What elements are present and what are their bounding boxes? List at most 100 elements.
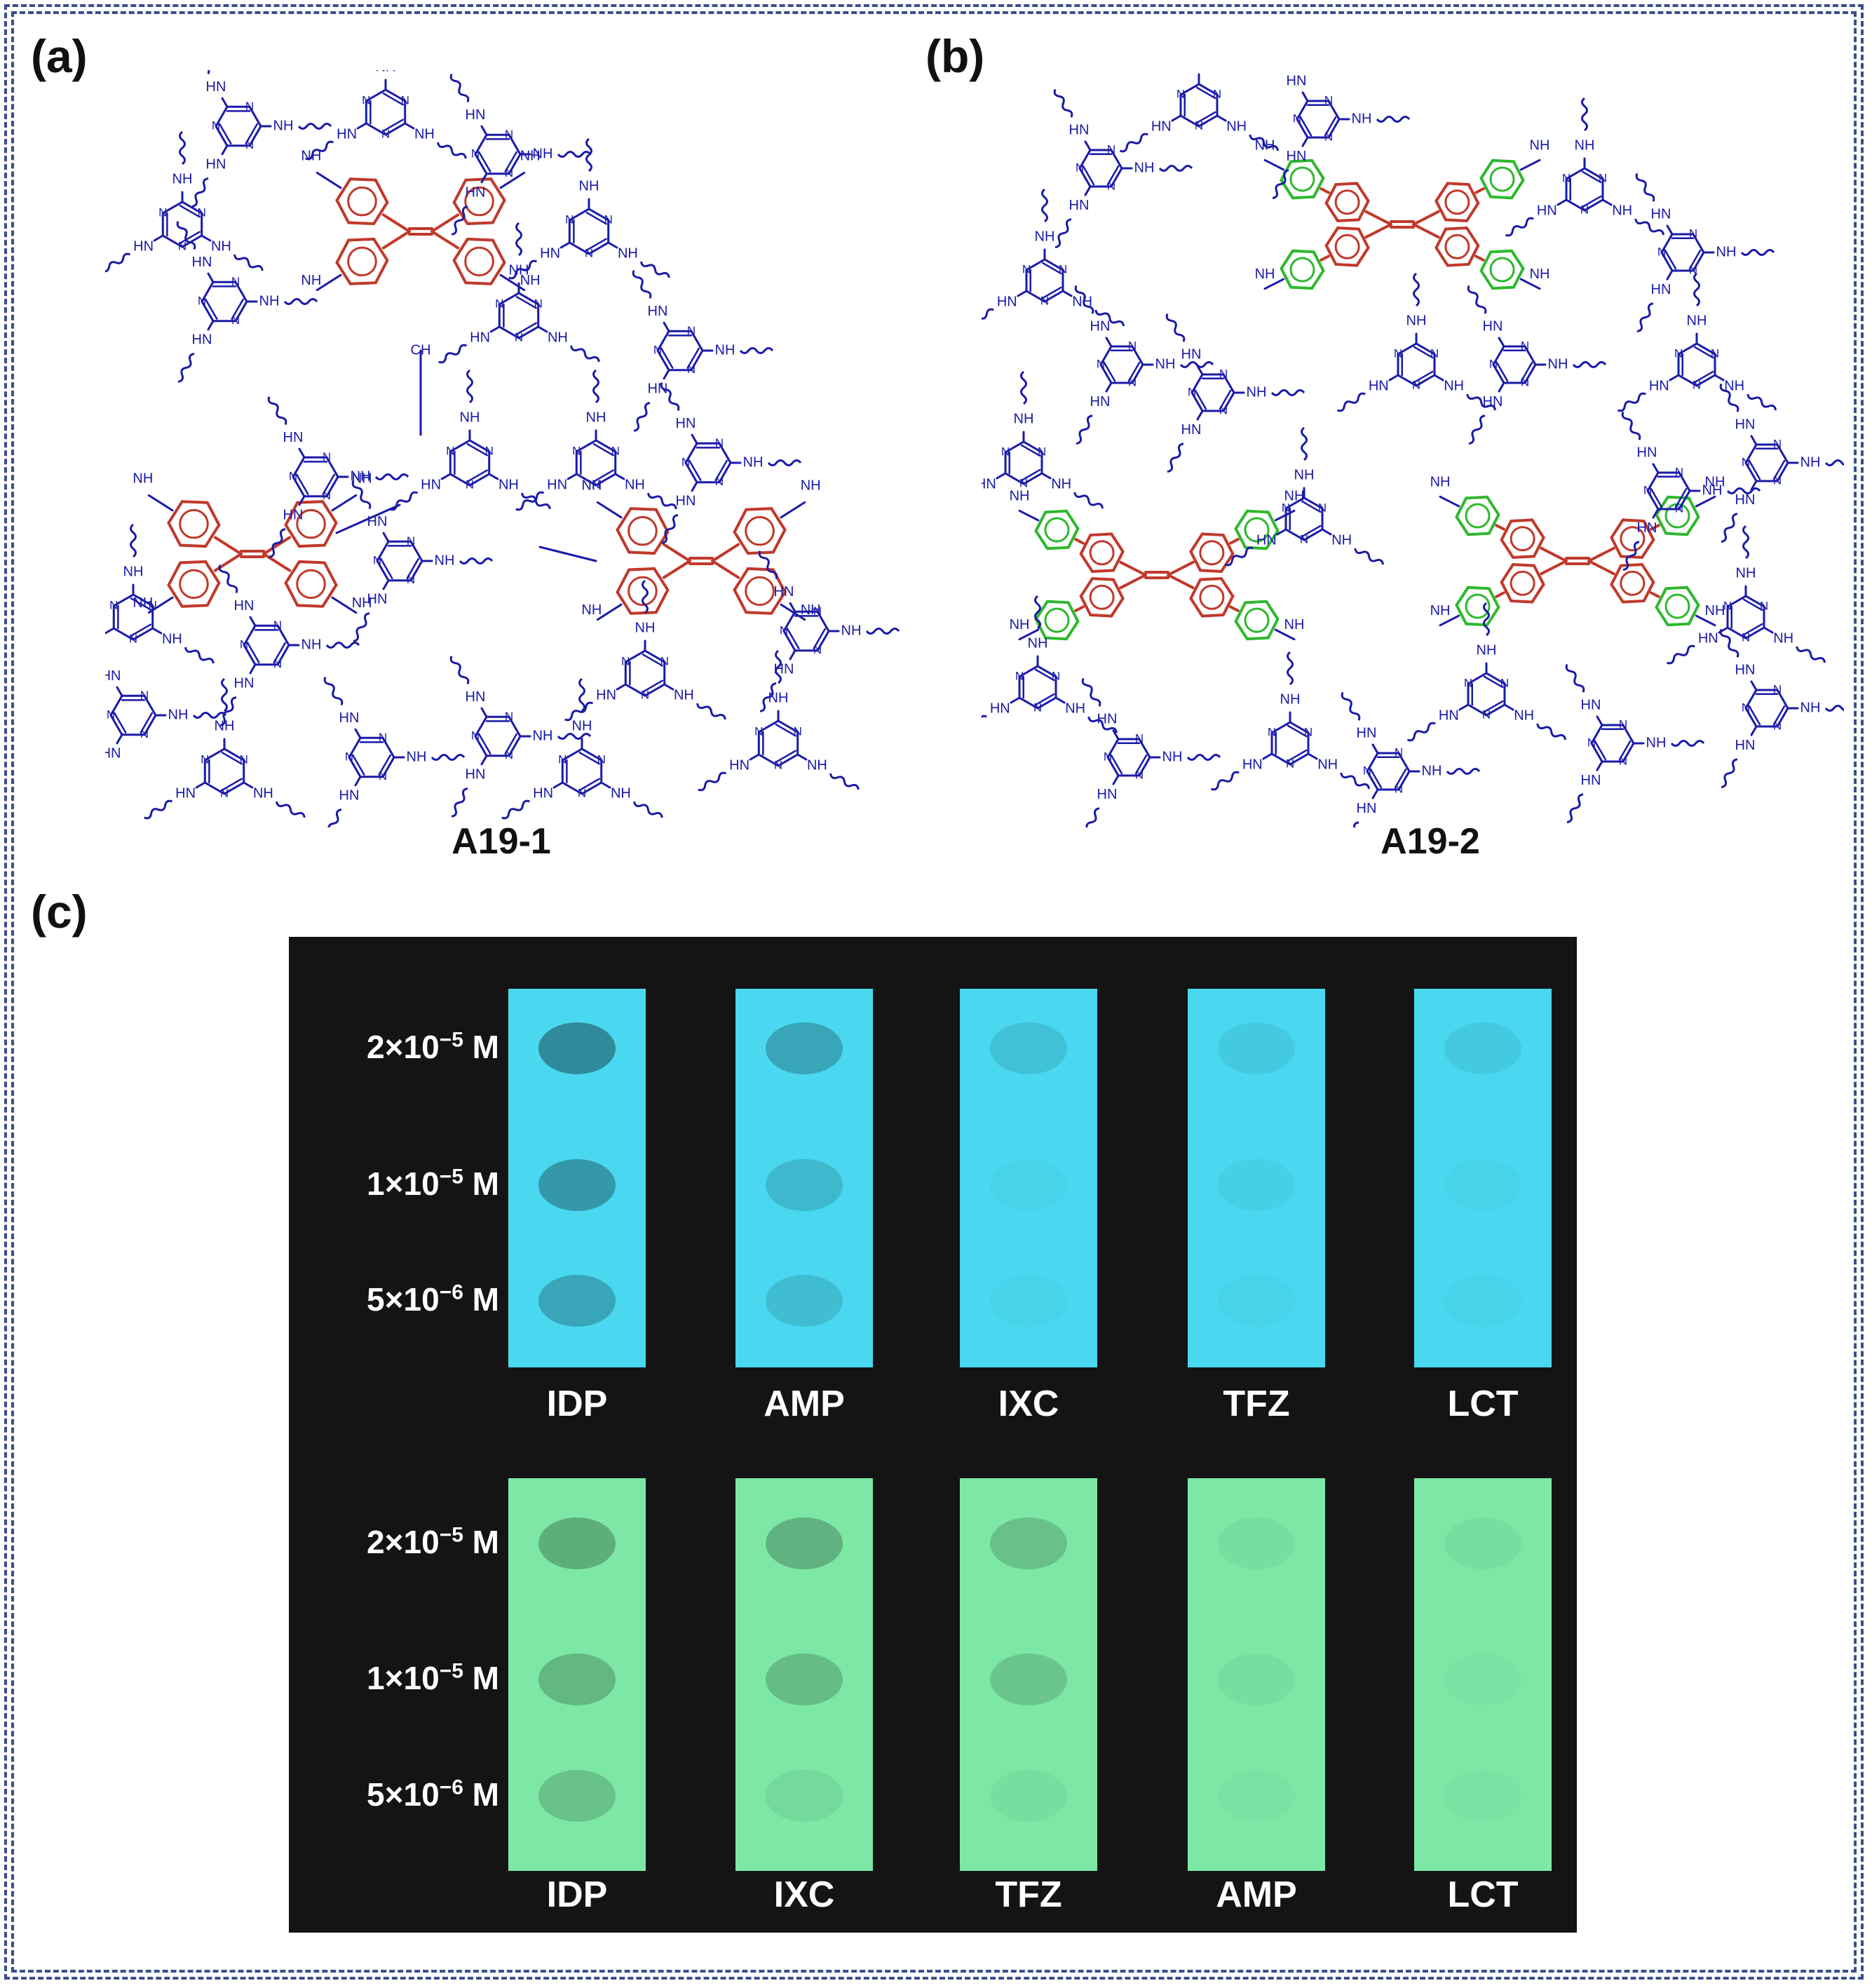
ring-nitrogen: N (495, 297, 503, 310)
bond (1652, 508, 1660, 519)
bond (140, 712, 153, 733)
triazine-ring (1492, 345, 1537, 384)
bond (1474, 187, 1485, 194)
bond (1262, 752, 1273, 760)
ring-nitrogen: N (231, 275, 240, 288)
atom-label: NH (1430, 603, 1451, 618)
ring-nitrogen: N (245, 100, 254, 113)
ring-nitrogen: N (109, 598, 118, 611)
benzene-ring (1234, 600, 1280, 641)
ring-nitrogen: N (273, 657, 282, 670)
amine-label: HN (283, 508, 304, 523)
ring-nitrogen: N (240, 752, 248, 766)
aromatic-circle (296, 508, 326, 539)
bond (243, 781, 254, 789)
triazine-ring (1078, 149, 1123, 188)
benzene-ring (1479, 158, 1525, 200)
ring-nitrogen: N (1693, 378, 1701, 391)
bond (247, 642, 260, 663)
wavy-bond (1446, 768, 1481, 775)
benzene-ring (1324, 226, 1370, 267)
wavy-bond (466, 369, 473, 404)
bond (378, 754, 391, 776)
wavy-bond (233, 254, 264, 271)
ring-nitrogen: N (140, 689, 149, 702)
ring-nitrogen: N (1412, 378, 1420, 391)
amine-label: HN (1097, 787, 1118, 802)
bond (1618, 740, 1632, 761)
wavy-bond (219, 696, 237, 726)
triazine-ring (656, 330, 704, 372)
benzene-ring (1280, 249, 1325, 290)
wavy-bond (758, 550, 778, 580)
wavy-bond (389, 491, 419, 511)
bond (382, 579, 390, 590)
triazine-ring (757, 719, 799, 767)
amine-label: NH (376, 70, 396, 74)
ring-nitrogen: N (1430, 346, 1439, 360)
bond (382, 119, 404, 132)
wavy-bond (1354, 548, 1385, 565)
ring-nitrogen: N (1711, 346, 1719, 360)
aromatic-circle (628, 515, 658, 546)
amine-label: NH (215, 718, 235, 733)
wavy-bond (269, 527, 286, 558)
bond (567, 473, 578, 480)
amine-label: HN (1581, 773, 1601, 788)
ring-nitrogen: N (107, 708, 115, 721)
amine-label: NH (1014, 411, 1034, 426)
wavy-bond (1742, 525, 1749, 560)
ring-nitrogen: N (1500, 676, 1509, 689)
bond (1652, 463, 1660, 474)
bond (813, 628, 826, 649)
amine-label: HN (367, 514, 388, 529)
ring-nitrogen: N (604, 212, 613, 226)
bond (1119, 574, 1147, 590)
quench-spot (766, 1159, 843, 1211)
wavy-bond (1617, 392, 1646, 412)
triazine-ring (561, 748, 603, 795)
bond (430, 230, 460, 250)
wavy-bond (305, 140, 334, 161)
bond (354, 728, 362, 739)
amine-label: HN (1698, 630, 1718, 646)
ring-nitrogen: N (715, 475, 724, 488)
bond (504, 733, 517, 755)
bond (1110, 754, 1123, 775)
atom-label: NH (1430, 475, 1451, 490)
amine-label: HN (466, 107, 486, 123)
bond (1695, 495, 1716, 508)
bond (440, 473, 452, 480)
ring-nitrogen: N (1282, 501, 1290, 514)
quench-spot (1218, 1517, 1295, 1569)
triazine-ring (109, 694, 157, 736)
wavy-bond (1034, 595, 1041, 630)
wavy-bond (275, 801, 306, 818)
wavy-bond (130, 523, 137, 558)
aromatic-circle (1510, 570, 1535, 596)
triazine-ring (1018, 665, 1057, 710)
bond (1413, 370, 1434, 384)
amine-label: NH (1155, 356, 1176, 372)
bond (1394, 768, 1407, 789)
amine-label: NH (1477, 642, 1497, 658)
quench-spot (538, 1770, 616, 1822)
atom-label: NH (133, 595, 153, 611)
wavy-bond (1565, 663, 1585, 693)
amine-label: NH (498, 477, 519, 492)
wavy-bond (1119, 133, 1148, 153)
amine-label: HN (1287, 74, 1307, 89)
bond (1369, 768, 1383, 789)
bond (1763, 626, 1774, 634)
strip-label: TFZ (995, 1874, 1062, 1915)
bond (660, 347, 674, 369)
aromatic-circle (1465, 503, 1491, 529)
benzene-ring (1434, 226, 1480, 267)
aromatic-circle (1044, 607, 1070, 633)
bond (1519, 158, 1541, 171)
wavy-bond (767, 459, 802, 466)
bond (711, 560, 740, 579)
bond (1134, 754, 1148, 775)
amine-label: HN (339, 710, 360, 726)
bond (1167, 574, 1195, 590)
